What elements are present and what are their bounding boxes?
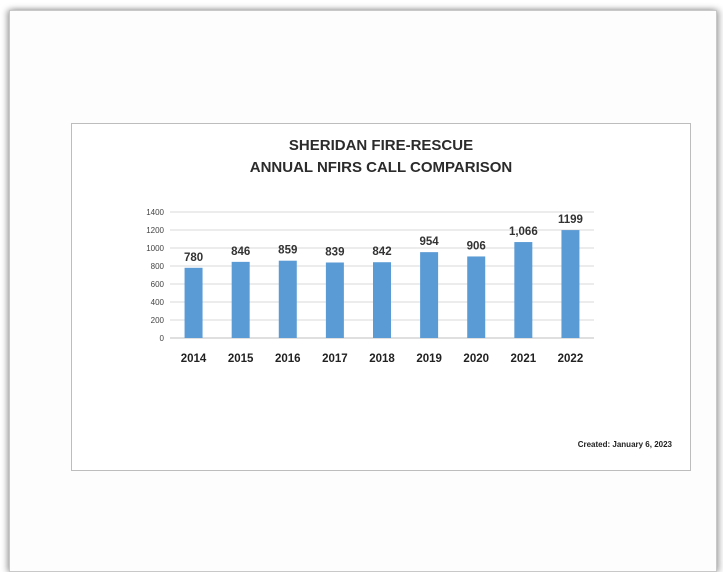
bar [561,230,580,338]
x-tick-label: 2021 [511,353,537,365]
bar [373,262,391,338]
x-tick-label: 2015 [228,353,254,365]
data-label: 839 [325,246,344,258]
x-tick-label: 2020 [463,353,489,365]
y-tick-label: 0 [160,334,165,343]
document-page: 0 200 400 600 800 1000 1200 1400 780 2014 846 2015 8… [9,10,717,572]
y-tick-label: 1200 [146,226,164,235]
bar [420,252,439,338]
chart-subtitle: ANNUAL NFIRS CALL COMPARISON [249,159,513,176]
bar-chart: 0 200 400 600 800 1000 1200 1400 780 2014 846 2015 8… [146,208,594,365]
x-tick-label: 2017 [322,353,348,365]
y-tick-label: 1400 [146,208,164,217]
data-label: 954 [420,236,440,248]
bar [514,242,533,338]
data-label: 859 [278,245,297,257]
data-label: 1,066 [509,226,538,238]
bar [325,262,344,338]
created-date-note: Created: January 6, 2023 [577,440,672,449]
y-tick-label: 400 [151,298,165,307]
data-label: 780 [184,252,203,264]
x-tick-label: 2022 [558,353,584,365]
bar [231,261,250,338]
x-tick-label: 2019 [416,353,442,365]
data-label: 1199 [558,214,583,226]
x-tick-label: 2016 [275,353,301,365]
y-tick-label: 200 [151,316,165,325]
y-tick-label: 800 [151,262,165,271]
data-label: 842 [372,246,391,258]
bar [467,256,486,338]
bar [184,267,203,338]
data-label: 906 [467,240,486,252]
y-tick-label: 1000 [146,244,164,253]
chart-panel: 0 200 400 600 800 1000 1200 1400 780 2014 846 2015 8… [71,123,691,471]
x-tick-label: 2018 [369,353,395,365]
data-label: 846 [231,246,250,258]
bar [278,260,297,338]
chart-title: SHERIDAN FIRE-RESCUE [288,137,474,154]
y-tick-label: 600 [151,280,165,289]
x-tick-label: 2014 [181,353,207,365]
